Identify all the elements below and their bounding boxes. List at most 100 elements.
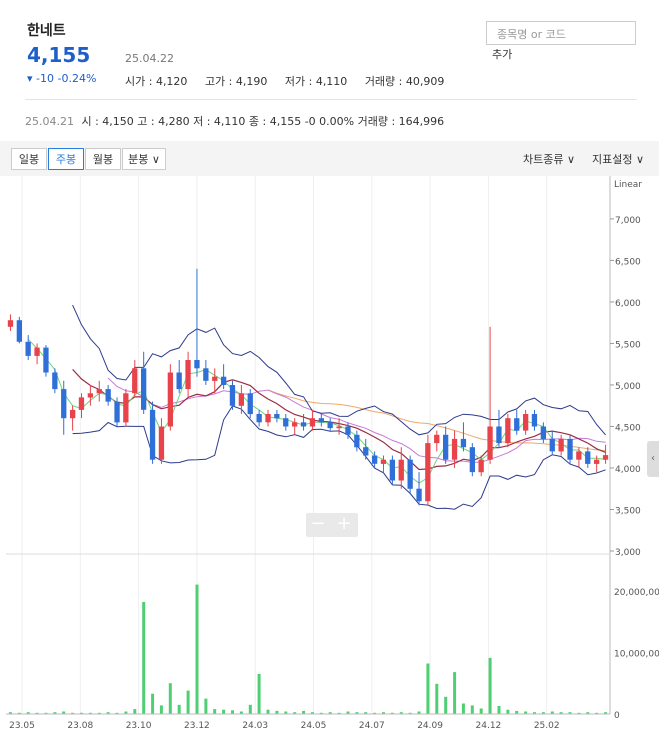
candle-body bbox=[505, 418, 511, 444]
candle-body bbox=[451, 438, 458, 460]
candle-body bbox=[567, 438, 573, 460]
volume-bar bbox=[479, 708, 483, 714]
volume-bar bbox=[239, 711, 243, 714]
ma-mid-line bbox=[107, 377, 606, 463]
tab-minute[interactable]: 분봉 ∨ bbox=[122, 148, 166, 170]
volume-bar bbox=[186, 690, 190, 714]
candle-body bbox=[558, 438, 564, 452]
volume-bar bbox=[364, 712, 368, 714]
stock-chart[interactable]: 7,000 6,500 6,000 5,500 5,000 4,500 4,000 3,500… bbox=[0, 176, 659, 745]
y-tick-label: 3,500 bbox=[615, 506, 641, 516]
stock-name: 한네트 bbox=[27, 23, 66, 39]
candle-body bbox=[283, 418, 289, 427]
bollinger-upper-line bbox=[72, 304, 606, 436]
low-value: 저가 : 4,110 bbox=[284, 75, 348, 88]
volume-bar bbox=[355, 712, 359, 714]
zoom-out-button[interactable]: − bbox=[310, 513, 326, 534]
volume-bar bbox=[142, 601, 146, 714]
volume-bar bbox=[17, 712, 21, 714]
candle-body bbox=[7, 320, 14, 327]
candle-body bbox=[70, 409, 76, 419]
volume-bar bbox=[577, 712, 581, 714]
current-price: 4,155 bbox=[27, 43, 91, 67]
volume-bar bbox=[453, 672, 457, 714]
candle-body bbox=[514, 418, 520, 431]
candle-body bbox=[141, 368, 147, 410]
volume-bar bbox=[497, 706, 501, 714]
stock-search-box bbox=[486, 21, 639, 45]
candle-body bbox=[416, 488, 422, 502]
volume-bar bbox=[257, 674, 261, 714]
volume-bar bbox=[53, 712, 57, 714]
volume-bar bbox=[177, 704, 181, 714]
chart-type-menu[interactable]: 차트종류 ∨ bbox=[523, 153, 576, 166]
candle-body bbox=[43, 347, 49, 373]
indicator-settings-menu[interactable]: 지표설정 ∨ bbox=[592, 153, 645, 166]
volume-bar bbox=[488, 657, 492, 714]
volume-bar bbox=[426, 663, 430, 714]
stock-search-input[interactable] bbox=[495, 23, 639, 45]
chart-toolbar: 일봉 주봉 월봉 분봉 ∨ 차트종류 ∨ 지표설정 ∨ bbox=[0, 141, 659, 176]
volume-bar bbox=[71, 712, 75, 714]
add-button[interactable]: 추가 bbox=[492, 48, 513, 61]
ma-long-line bbox=[267, 389, 606, 452]
candle-body bbox=[176, 372, 182, 390]
volume-bar bbox=[559, 712, 563, 714]
candle-body bbox=[149, 409, 156, 460]
x-tick-label: 24.07 bbox=[359, 721, 385, 731]
volume-bar bbox=[195, 584, 199, 714]
volume-bar bbox=[399, 712, 403, 714]
candle-body bbox=[336, 426, 342, 429]
zoom-in-button[interactable]: + bbox=[336, 513, 352, 534]
previous-ohlc: 시 : 4,150 고 : 4,280 저 : 4,110 종 : 4,155 … bbox=[81, 115, 445, 128]
x-tick-label: 24.03 bbox=[242, 721, 268, 731]
x-tick-label: 23.12 bbox=[184, 721, 210, 731]
high-value: 고가 : 4,190 bbox=[204, 75, 268, 88]
y-tick-label: 3,000 bbox=[615, 548, 641, 558]
side-panel-toggle[interactable]: ‹ bbox=[647, 441, 659, 477]
volume-bar bbox=[595, 712, 599, 714]
candle-body bbox=[576, 451, 582, 460]
tab-daily[interactable]: 일봉 bbox=[11, 148, 47, 170]
volume-bar bbox=[373, 712, 377, 714]
volume-bar bbox=[275, 710, 279, 714]
volume-bar bbox=[266, 709, 270, 714]
volume-bar bbox=[248, 704, 252, 714]
open-value: 시가 : 4,120 bbox=[125, 75, 188, 88]
candle-body bbox=[345, 426, 351, 435]
candle-body bbox=[540, 426, 546, 439]
tab-monthly[interactable]: 월봉 bbox=[85, 148, 121, 170]
candle-body bbox=[114, 401, 120, 423]
candle-body bbox=[594, 459, 600, 464]
candle-body bbox=[380, 459, 387, 464]
volume-bar bbox=[470, 705, 474, 714]
y-tick-label: 6,500 bbox=[615, 257, 641, 267]
volume-bar bbox=[35, 712, 39, 714]
candle-body bbox=[123, 393, 129, 423]
volume-bar bbox=[168, 683, 172, 714]
y-tick-label: 5,500 bbox=[615, 340, 641, 350]
candle-body bbox=[96, 389, 102, 394]
volume-bar bbox=[97, 712, 101, 714]
x-tick-label: 23.08 bbox=[67, 721, 93, 731]
candle-body bbox=[523, 414, 529, 431]
candle-body bbox=[167, 372, 173, 427]
y-tick-label: 5,000 bbox=[615, 382, 641, 392]
volume-bar bbox=[568, 712, 572, 714]
divider bbox=[25, 99, 637, 100]
volume-bar bbox=[222, 709, 226, 714]
volume-bar bbox=[328, 712, 332, 714]
candle-body bbox=[425, 443, 431, 502]
candle-body bbox=[407, 459, 413, 489]
tab-weekly[interactable]: 주봉 bbox=[48, 148, 84, 170]
volume-bar bbox=[213, 709, 217, 714]
candle-body bbox=[52, 372, 58, 390]
price-change: ▾ -10 -0.24% bbox=[27, 72, 97, 85]
price-date: 25.04.22 bbox=[125, 52, 174, 65]
candle-body bbox=[203, 368, 209, 381]
volume-bar bbox=[417, 711, 421, 714]
volume-bar bbox=[284, 711, 288, 714]
candle-body bbox=[132, 368, 138, 394]
x-tick-label: 23.05 bbox=[9, 721, 35, 731]
candle-body bbox=[25, 341, 31, 356]
